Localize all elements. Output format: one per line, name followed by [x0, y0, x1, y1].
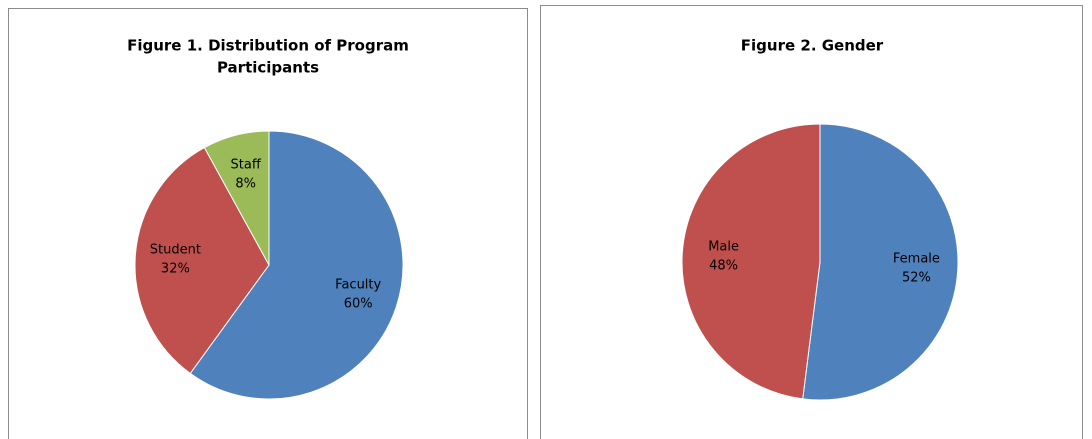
pie-slice	[681, 123, 821, 400]
chart-title: Figure 1. Distribution of Program	[127, 37, 409, 55]
chart-title: Participants	[217, 59, 319, 77]
slice-label: Faculty	[335, 277, 381, 292]
slice-value-label: 48%	[709, 258, 738, 273]
slice-value-label: 60%	[344, 296, 373, 311]
slice-label: Male	[708, 239, 739, 254]
slice-value-label: 52%	[902, 271, 931, 286]
slice-value-label: 32%	[161, 262, 190, 277]
pie-slice	[203, 130, 270, 266]
chart-title: Figure 2. Gender	[741, 37, 884, 55]
pie-slice	[802, 123, 959, 401]
slice-label: Student	[150, 243, 201, 258]
slice-label: Staff	[231, 158, 262, 173]
pie-slice	[189, 130, 404, 400]
slice-label: Female	[893, 252, 940, 267]
slice-value-label: 8%	[235, 177, 256, 192]
pie-slice	[134, 146, 270, 375]
